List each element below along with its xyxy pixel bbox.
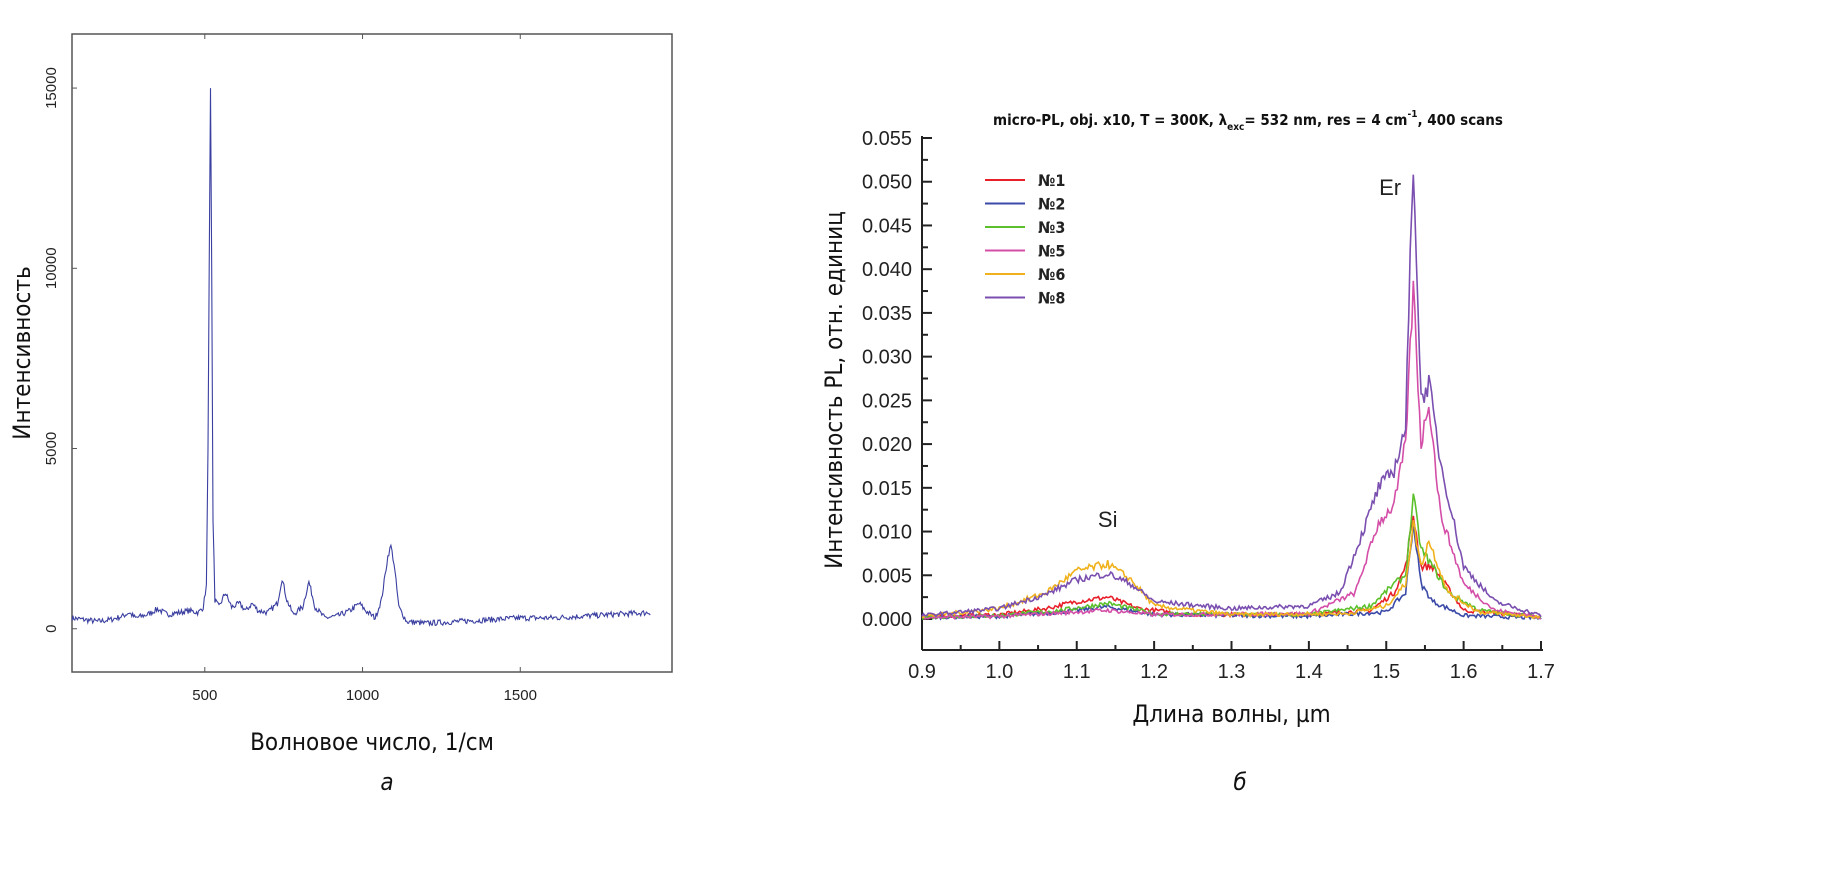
y-axis-label: Интенсивность PL, отн. единиц xyxy=(820,211,848,569)
x-tick-label: 1.2 xyxy=(1140,661,1168,683)
y-tick-label: 0.005 xyxy=(862,565,912,587)
title-part: , 400 scans xyxy=(1417,111,1502,129)
x-tick-label: 1.5 xyxy=(1372,661,1400,683)
legend-label: №5 xyxy=(1038,242,1065,261)
title-part: = 532 nm, res = 4 cm xyxy=(1244,111,1407,129)
y-tick-label: 0.030 xyxy=(862,347,912,369)
title-part: exc xyxy=(1227,122,1244,133)
x-axis-label: Длина волны, µm xyxy=(1132,700,1330,728)
series-line-5 xyxy=(921,174,1542,618)
y-tick-label: 0.025 xyxy=(862,390,912,412)
y-tick-label: 0.000 xyxy=(862,609,912,631)
y-axis-label: Интенсивность xyxy=(8,266,36,439)
y-tick-label: 0.010 xyxy=(862,522,912,544)
chart-title: micro-PL, obj. x10, T = 300K, λexc= 532 … xyxy=(993,109,1503,133)
legend-label: №2 xyxy=(1038,195,1065,214)
y-tick-label: 0.040 xyxy=(862,259,912,281)
series-line-3 xyxy=(921,280,1542,621)
annotation-er: Er xyxy=(1379,175,1401,200)
x-tick-label: 1500 xyxy=(504,687,537,704)
series-line-0 xyxy=(921,515,1542,620)
x-tick-label: 1.6 xyxy=(1450,661,1478,683)
x-tick-label: 1.3 xyxy=(1218,661,1246,683)
y-tick-label: 15000 xyxy=(43,67,60,109)
x-tick-label: 1.7 xyxy=(1527,661,1555,683)
y-tick-label: 0.020 xyxy=(862,434,912,456)
panel-label: б xyxy=(1233,768,1246,796)
y-tick-label: 0.055 xyxy=(862,128,912,150)
plot-frame xyxy=(71,33,673,673)
legend-label: №6 xyxy=(1038,265,1065,284)
y-tick-label: 0 xyxy=(43,625,60,633)
x-tick-label: 500 xyxy=(192,687,217,704)
title-part: -1 xyxy=(1407,109,1417,120)
x-tick-label: 1000 xyxy=(346,687,379,704)
title-part: micro-PL, obj. x10, T = 300K, λ xyxy=(993,111,1228,129)
x-axis-label: Волновое число, 1/см xyxy=(250,728,494,756)
legend-label: №1 xyxy=(1038,171,1065,190)
y-tick-label: 0.045 xyxy=(862,215,912,237)
y-tick-label: 5000 xyxy=(43,432,60,465)
chart-b: 0.9 1.0 1.1 1.2 1.3 1.4 1.5 1.6 1.7 0.000 0.005 0.0… xyxy=(820,109,1555,796)
legend-label: №3 xyxy=(1038,218,1065,237)
x-tick-label: 0.9 xyxy=(908,661,936,683)
series-line-4 xyxy=(921,520,1542,620)
legend-label: №8 xyxy=(1038,289,1065,308)
y-tick-label: 0.035 xyxy=(862,303,912,325)
annotation-si: Si xyxy=(1098,507,1118,532)
panel-label: а xyxy=(380,768,393,796)
y-tick-label: 10000 xyxy=(43,247,60,289)
y-tick-label: 0.050 xyxy=(862,172,912,194)
series-line xyxy=(71,88,651,627)
y-tick-label: 0.015 xyxy=(862,478,912,500)
x-tick-label: 1.0 xyxy=(985,661,1013,683)
x-tick-label: 1.1 xyxy=(1063,661,1091,683)
x-tick-label: 1.4 xyxy=(1295,661,1323,683)
